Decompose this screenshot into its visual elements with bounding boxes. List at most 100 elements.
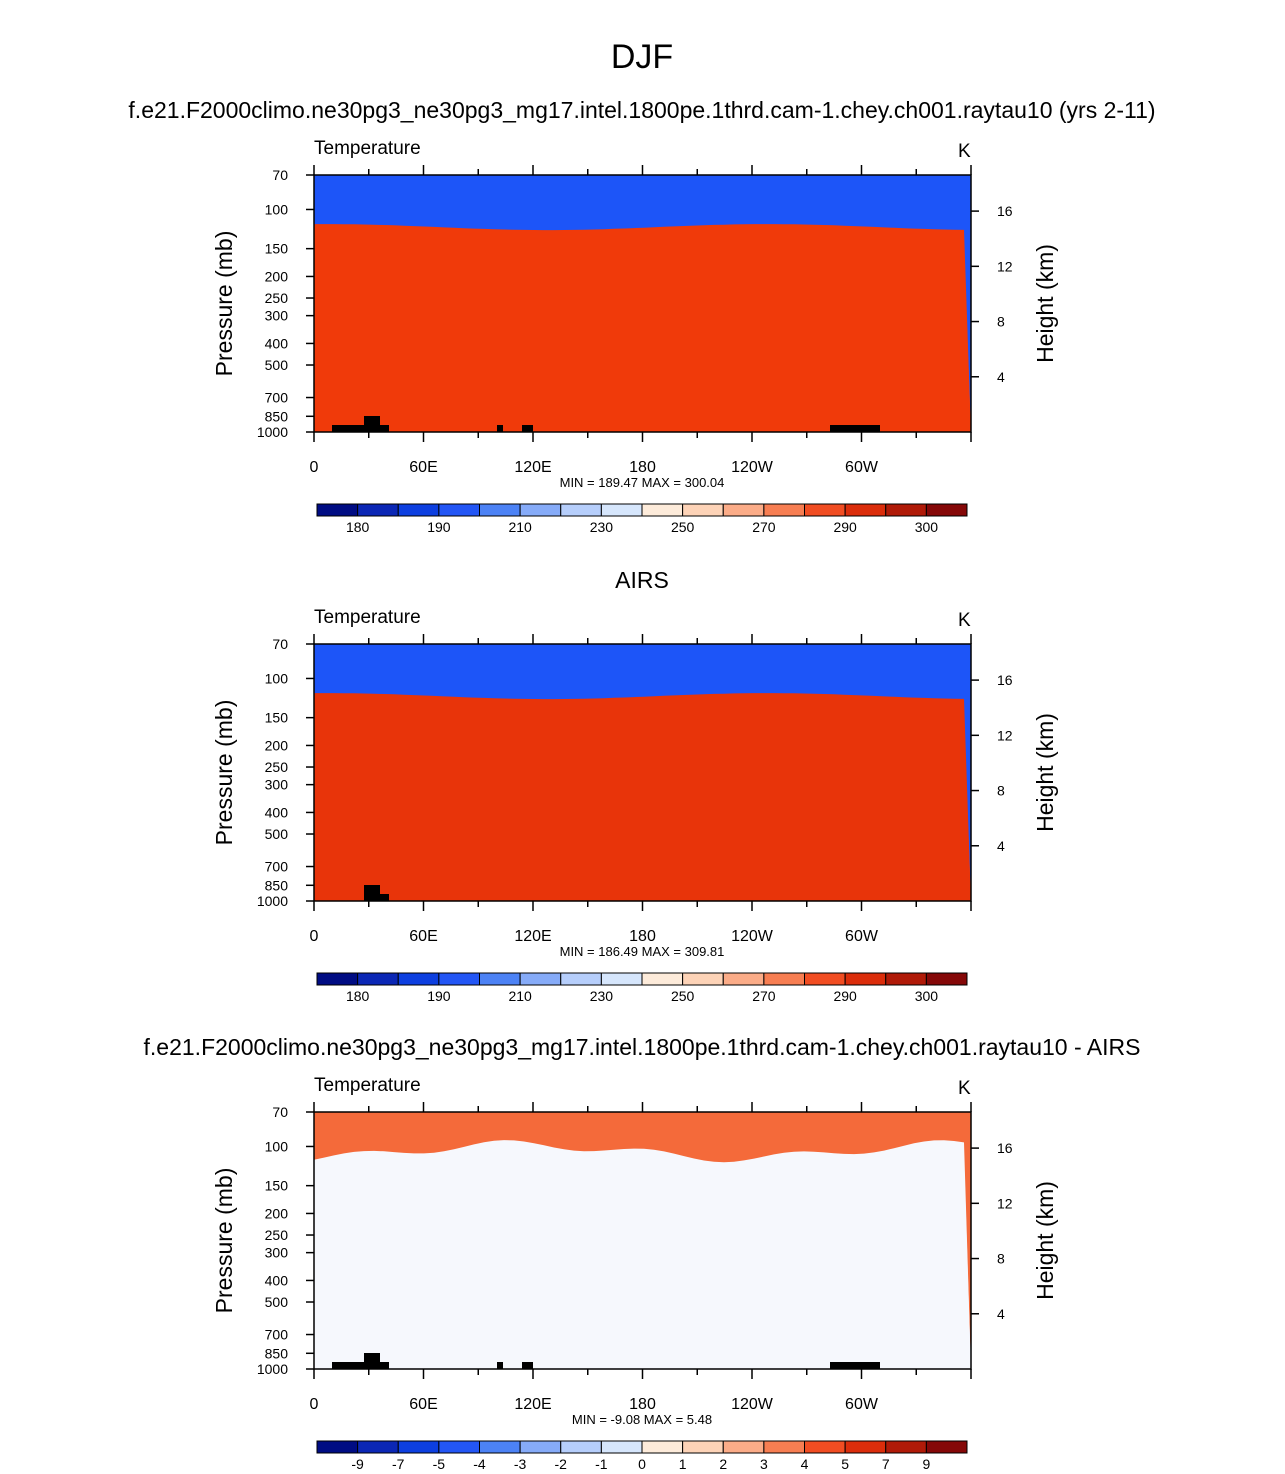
colorbar-label: -9 (351, 1456, 364, 1472)
y-tick-label: 400 (265, 335, 289, 351)
colorbar-label: 3 (760, 1456, 768, 1472)
x-tick-label: 120E (514, 928, 551, 945)
colorbar: -9 -7 -5 -4 -3 -2 -1 0 1 2 3 4 5 7 9 (316, 1440, 968, 1472)
contour-band (314, 1140, 971, 1369)
topography-mask (332, 1362, 364, 1369)
x-tick-label: 180 (629, 1396, 656, 1413)
y-tick-label: 100 (265, 1138, 289, 1154)
panel-title: f.e21.F2000climo.ne30pg3_ne30pg3_mg17.in… (144, 1034, 1141, 1060)
colorbar-swatch (438, 503, 480, 517)
colorbar-swatch (316, 972, 359, 986)
topography-mask (830, 425, 880, 432)
y-tick-label: 400 (265, 1272, 289, 1288)
topography-mask (380, 894, 389, 901)
colorbar-swatch (641, 503, 684, 517)
colorbar-swatch (682, 972, 724, 986)
colorbar-swatch (844, 972, 887, 986)
colorbar-label: 300 (915, 988, 939, 1004)
x-tick-label: 60E (409, 1396, 437, 1413)
units-label: K (958, 1078, 971, 1099)
y-tick-label: 150 (265, 241, 289, 257)
colorbar-label: -1 (595, 1456, 608, 1472)
topography-mask (522, 425, 533, 432)
colorbar-label: 290 (833, 988, 857, 1004)
height-tick-label: 8 (997, 783, 1005, 799)
y-axis-label: Pressure (mb) (211, 1168, 237, 1314)
colorbar-swatch (316, 1440, 359, 1454)
topography-mask (364, 416, 380, 432)
colorbar-swatch (519, 1440, 562, 1454)
topography-mask (364, 885, 380, 901)
y-tick-label: 400 (265, 804, 289, 820)
y-tick-label: 250 (265, 759, 289, 775)
y-tick-label: 100 (265, 201, 289, 217)
min-max-label: MIN = 189.47 MAX = 300.04 (560, 475, 725, 490)
x-tick-label: 0 (310, 1396, 319, 1413)
colorbar-swatch (885, 1440, 927, 1454)
colorbar-swatch (804, 1440, 846, 1454)
colorbar-label: 270 (752, 519, 776, 535)
colorbar-label: -4 (473, 1456, 486, 1472)
y-axis-label: Pressure (mb) (211, 231, 237, 377)
colorbar-swatch (438, 1440, 480, 1454)
height-tick-label: 12 (997, 727, 1013, 743)
y-tick-label: 700 (265, 1327, 289, 1343)
colorbar-swatch (397, 1440, 440, 1454)
x-tick-label: 120W (731, 459, 774, 476)
panel-title: f.e21.F2000climo.ne30pg3_ne30pg3_mg17.in… (128, 97, 1155, 123)
colorbar-swatch (885, 503, 927, 517)
colorbar-label: 9 (922, 1456, 930, 1472)
colorbar-swatch (479, 1440, 521, 1454)
y-tick-label: 1000 (257, 1361, 288, 1377)
x-tick-label: 60W (845, 1396, 879, 1413)
height-tick-label: 8 (997, 314, 1005, 330)
colorbar-swatch (519, 503, 562, 517)
height-tick-label: 16 (997, 203, 1013, 219)
colorbar: 180 190 210 230 250 270 290 300 (316, 972, 968, 1004)
y-tick-label: 1000 (257, 893, 288, 909)
y-tick-label: 200 (265, 268, 289, 284)
contour-field (314, 1112, 971, 1369)
y-tick-label: 150 (265, 710, 289, 726)
height-tick-label: 16 (997, 1140, 1013, 1156)
colorbar-swatch (560, 1440, 602, 1454)
colorbar-swatch (600, 503, 643, 517)
colorbar-label: 250 (671, 519, 695, 535)
x-tick-label: 0 (310, 459, 319, 476)
y-axis-label-right: Height (km) (1032, 713, 1058, 832)
y-tick-label: 500 (265, 357, 289, 373)
min-max-label: MIN = -9.08 MAX = 5.48 (572, 1412, 712, 1427)
y-tick-label: 300 (265, 777, 289, 793)
y-tick-label: 300 (265, 1245, 289, 1261)
colorbar-swatch (560, 972, 602, 986)
colorbar-label: 4 (801, 1456, 809, 1472)
x-tick-label: 60W (845, 928, 879, 945)
panel-2: AIRS Temperature K 0 60E 120E 180 120W 60W MIN = … (211, 567, 1058, 1004)
panel-title: AIRS (615, 567, 669, 593)
colorbar-label: 250 (671, 988, 695, 1004)
topography-mask (497, 1362, 503, 1369)
y-tick-label: 70 (272, 167, 288, 183)
colorbar-label: 190 (427, 519, 451, 535)
colorbar-swatch (722, 972, 765, 986)
topography-mask (332, 425, 364, 432)
y-tick-label: 1000 (257, 424, 288, 440)
colorbar-label: 180 (346, 988, 370, 1004)
colorbar-swatch (316, 503, 359, 517)
colorbar-swatch (763, 972, 805, 986)
colorbar-swatch (560, 503, 602, 517)
colorbar-swatch (844, 1440, 887, 1454)
colorbar-label: 210 (508, 519, 532, 535)
contour-band (314, 693, 971, 901)
x-tick-label: 120W (731, 928, 774, 945)
colorbar-swatch (600, 972, 643, 986)
colorbar-label: 180 (346, 519, 370, 535)
y-tick-label: 300 (265, 308, 289, 324)
min-max-label: MIN = 186.49 MAX = 309.81 (560, 944, 725, 959)
y-axis-label-right: Height (km) (1032, 244, 1058, 363)
height-tick-label: 8 (997, 1251, 1005, 1267)
colorbar: 180 190 210 230 250 270 290 300 (316, 503, 968, 535)
colorbar-swatch (519, 972, 562, 986)
y-axis-label-right: Height (km) (1032, 1181, 1058, 1300)
colorbar-swatch (357, 972, 399, 986)
